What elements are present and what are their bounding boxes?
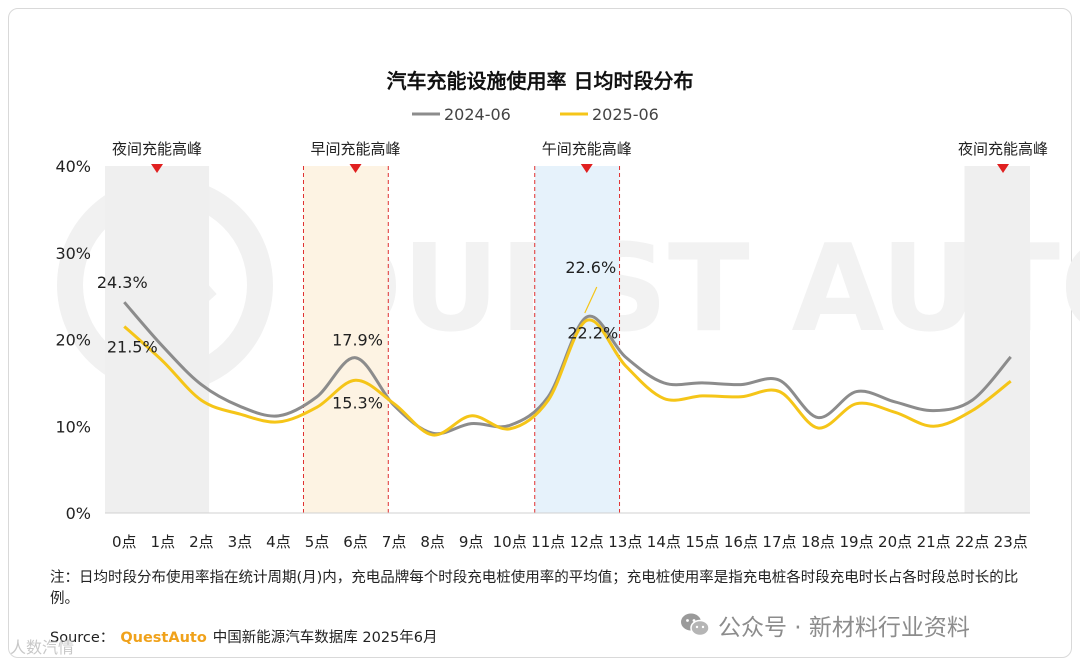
wechat-text: 公众号 · 新材料行业资料	[718, 615, 970, 641]
x-tick-label: 3点	[228, 533, 253, 551]
band-orange	[303, 166, 389, 513]
source-text: 中国新能源汽车数据库 2025年6月	[212, 630, 438, 646]
legend-label: 2025-06	[592, 105, 659, 124]
y-tick-label: 40%	[55, 157, 91, 176]
band-blue	[534, 166, 620, 513]
peak-marker-icon	[580, 164, 593, 173]
x-tick-label: 18点	[801, 533, 835, 551]
x-tick-label: 12点	[570, 533, 604, 551]
x-tick-label: 22点	[955, 533, 989, 551]
x-tick-label: 20点	[878, 533, 912, 551]
x-tick-label: 16点	[724, 533, 758, 551]
y-tick-label: 30%	[55, 244, 91, 263]
wechat-badge: 公众号 · 新材料行业资料	[680, 608, 970, 642]
band-label: 午间充能高峰	[542, 140, 632, 158]
y-tick-label: 10%	[55, 417, 91, 436]
x-tick-label: 15点	[685, 533, 719, 551]
x-tick-label: 5点	[305, 533, 330, 551]
series-line-2025-06	[123, 318, 1012, 437]
data-label: 22.6%	[565, 258, 616, 277]
x-tick-label: 9点	[459, 533, 484, 551]
source-prefix: Source：	[50, 630, 115, 646]
watermark-text: QUEST AUTO	[300, 220, 1080, 359]
x-tick-label: 4点	[266, 533, 291, 551]
x-tick-label: 2点	[189, 533, 214, 551]
peak-marker-icon	[349, 164, 362, 173]
data-label: 21.5%	[107, 337, 158, 356]
x-tick-label: 0点	[112, 533, 137, 551]
label-leader-line	[584, 286, 598, 314]
band-label: 夜间充能高峰	[958, 140, 1048, 158]
footnote: 注：日均时段分布使用率指在统计周期(月)内，充电品牌每个时段充电桩使用率的平均值…	[50, 570, 1019, 607]
x-tick-label: 17点	[762, 533, 796, 551]
y-tick-label: 20%	[55, 331, 91, 350]
x-tick-label: 6点	[343, 533, 368, 551]
data-label: 17.9%	[332, 331, 383, 350]
x-tick-label: 10点	[493, 533, 527, 551]
x-tick-label: 13点	[608, 533, 642, 551]
peak-marker-icon	[997, 164, 1010, 173]
chart-title: 汽车充能设施使用率 日均时段分布	[387, 69, 694, 93]
legend-label: 2024-06	[444, 105, 511, 124]
wechat-icon	[680, 612, 710, 638]
data-label: 24.3%	[97, 273, 148, 292]
x-tick-label: 11点	[531, 533, 565, 551]
chart-legend: 2024-06 2025-06	[412, 105, 659, 124]
x-tick-label: 19点	[840, 533, 874, 551]
x-tick-label: 21点	[917, 533, 951, 551]
data-label: 22.2%	[567, 323, 618, 342]
x-tick-label: 23点	[994, 533, 1028, 551]
source-brand: QuestAuto	[120, 630, 207, 646]
bottom-watermark: 人数汽情	[10, 638, 75, 657]
y-tick-label: 0%	[66, 504, 91, 523]
band-label: 早间充能高峰	[311, 140, 401, 158]
band-label: 夜间充能高峰	[112, 140, 202, 158]
peak-marker-icon	[151, 164, 164, 173]
x-tick-label: 1点	[151, 533, 176, 551]
data-label: 15.3%	[332, 393, 383, 412]
x-tick-label: 7点	[382, 533, 407, 551]
x-tick-label: 14点	[647, 533, 681, 551]
x-tick-label: 8点	[420, 533, 445, 551]
band-night-3	[964, 166, 1030, 513]
source-line: Source： QuestAuto 中国新能源汽车数据库 2025年6月	[50, 626, 438, 647]
